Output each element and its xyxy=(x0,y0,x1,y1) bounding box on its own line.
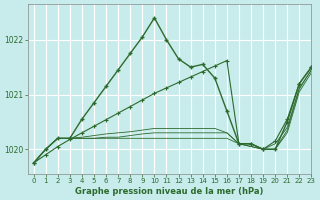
X-axis label: Graphe pression niveau de la mer (hPa): Graphe pression niveau de la mer (hPa) xyxy=(75,187,264,196)
